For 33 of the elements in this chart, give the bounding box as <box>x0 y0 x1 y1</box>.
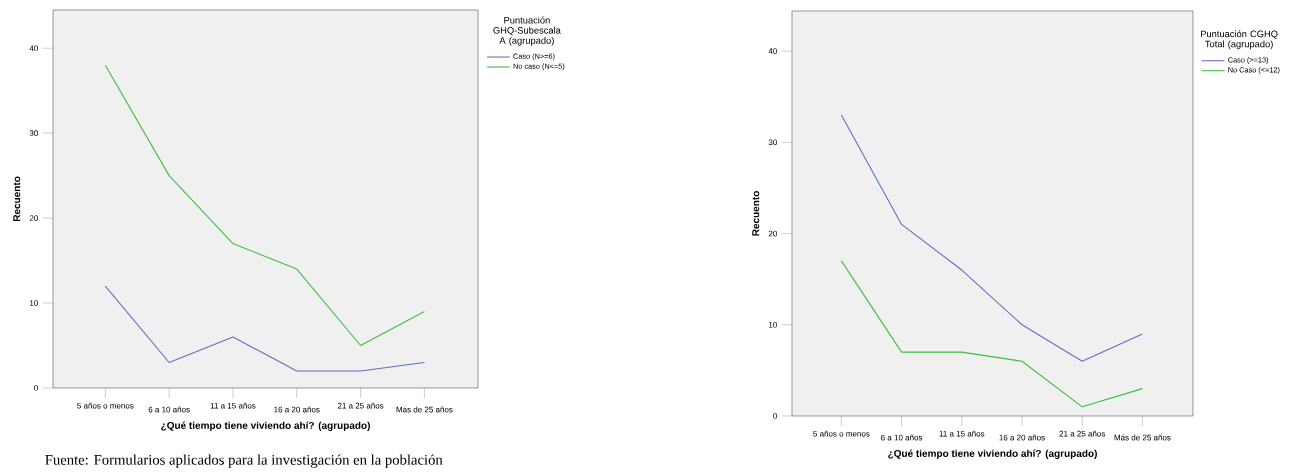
x-tick-label: 6 a 10 años <box>148 406 190 413</box>
x-tick-label: 5 años o menos <box>77 402 134 409</box>
legend-title: Puntuación GHQ-Subescala A (agrupado) <box>493 16 561 46</box>
line-series <box>840 260 1143 408</box>
source-note: Fuente: Formularios aplicados para la investigación en la población <box>45 454 443 468</box>
y-tick-label: 0 <box>773 413 777 419</box>
y-tick-label: 40 <box>768 48 777 54</box>
y-tick-label: 10 <box>30 300 38 306</box>
y-tick-label: 20 <box>768 230 777 237</box>
x-tick-label: 16 a 20 años <box>999 434 1045 441</box>
line-series <box>104 285 425 372</box>
x-tick-label: Más de 25 años <box>396 406 453 413</box>
x-tick-label: 16 a 20 años <box>274 406 320 413</box>
legend-title: Puntuación CGHQ Total (agrupado) <box>1200 30 1278 50</box>
y-tick-label: 0 <box>34 385 38 391</box>
y-axis-title: Recuento <box>13 176 21 222</box>
x-tick-label: 21 a 25 años <box>337 402 384 409</box>
y-tick-label: 30 <box>29 130 38 136</box>
y-tick-label: 10 <box>769 321 777 328</box>
x-tick-label: 5 años o menos <box>813 430 870 437</box>
x-tick-label: 11 a 15 años <box>939 430 985 437</box>
x-axis-title: ¿Qué tiempo tiene viviendo ahí? (agrupado) <box>888 449 1097 459</box>
x-axis-title: ¿Qué tiempo tiene viviendo ahí? (agrupado) <box>161 421 370 431</box>
x-tick-label: Más de 25 años <box>1114 434 1171 441</box>
line-series <box>840 114 1143 362</box>
y-tick-label: 40 <box>29 45 38 52</box>
y-tick-label: 30 <box>768 139 777 146</box>
x-tick-label: 11 a 15 años <box>210 402 256 409</box>
y-tick-label: 20 <box>29 215 38 221</box>
line-series <box>104 64 425 347</box>
y-axis-title: Recuento <box>752 191 760 236</box>
x-tick-label: 6 a 10 años <box>881 434 923 441</box>
x-tick-label: 21 a 25 años <box>1059 430 1106 437</box>
